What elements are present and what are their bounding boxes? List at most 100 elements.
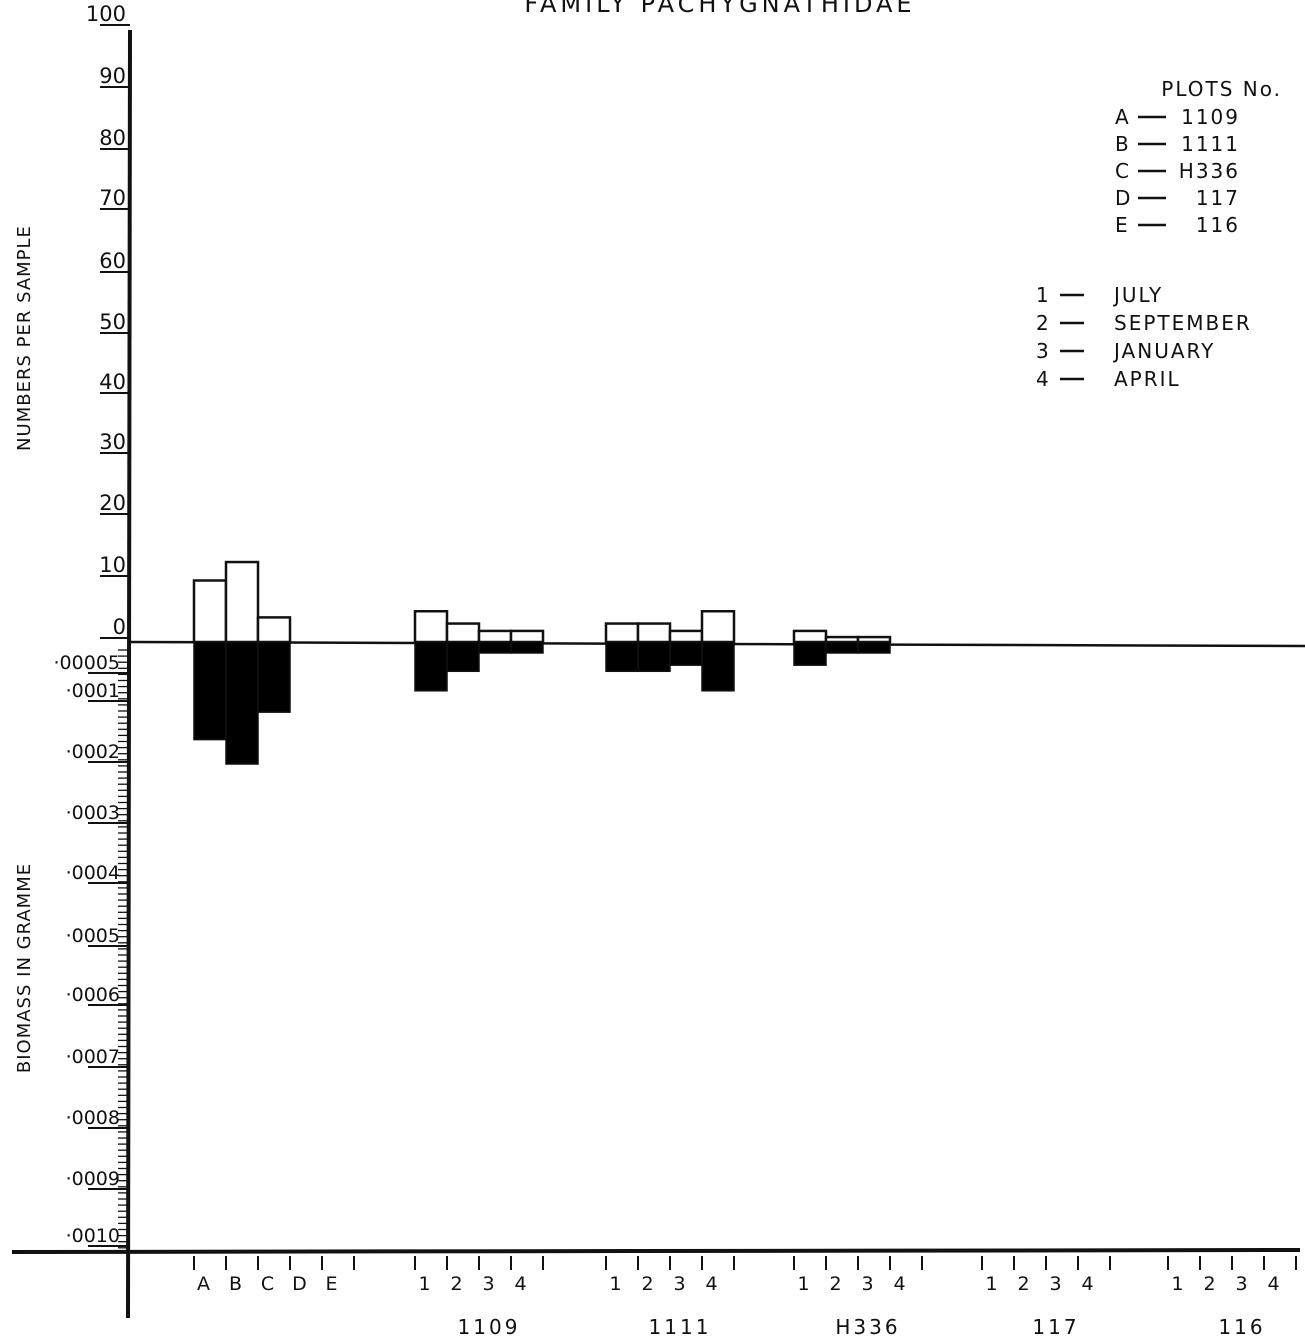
- x-tick-label: 1: [418, 1273, 431, 1295]
- biomass-tick-label: ·0007: [66, 1046, 120, 1068]
- numbers-bar-plots-C: [256, 616, 292, 644]
- biomass-tick-label: ·0002: [66, 741, 120, 763]
- biomass-tick-label: ·0003: [66, 802, 120, 824]
- legend-plot-value: H336: [1179, 159, 1240, 183]
- x-tick-label: 3: [482, 1273, 495, 1295]
- group-label: 1109: [458, 1315, 521, 1339]
- x-tick-label: 1: [797, 1273, 810, 1295]
- numbers-bar-1109-2: [445, 622, 481, 644]
- x-tick-label: 2: [450, 1273, 463, 1295]
- legend-plot-value: 116: [1196, 213, 1240, 237]
- biomass-tick-label: ·0008: [66, 1107, 120, 1129]
- biomass-bar-1111-3: [669, 641, 703, 666]
- legend-month-value: SEPTEMBER: [1114, 311, 1252, 335]
- group-label: 116: [1218, 1315, 1265, 1339]
- y-axis-label-numbers: NUMBERS PER SAMPLE: [14, 225, 35, 451]
- biomass-bar-1111-4: [701, 641, 735, 692]
- numbers-bar-1111-3: [668, 629, 704, 644]
- x-tick-label: 3: [1049, 1273, 1062, 1295]
- biomass-bar-plots-C: [257, 641, 291, 713]
- numbers-tick-label: 60: [99, 249, 126, 273]
- biomass-bar-1109-1: [414, 641, 448, 692]
- biomass-bar-H336-2: [825, 641, 859, 654]
- x-tick-label: C: [261, 1273, 275, 1295]
- x-tick-label: 4: [705, 1273, 718, 1295]
- biomass-bar-1109-2: [446, 641, 480, 673]
- biomass-tick-label: ·0005: [66, 925, 120, 947]
- biomass-tick-label: ·0010: [66, 1225, 120, 1247]
- numbers-tick-label: 70: [99, 186, 126, 210]
- numbers-tick-label: 10: [99, 553, 126, 577]
- numbers-bar-H336-1: [792, 629, 828, 644]
- x-tick-label: 3: [673, 1273, 686, 1295]
- x-tick-label: 2: [1203, 1273, 1216, 1295]
- x-tick-label: 3: [1235, 1273, 1248, 1295]
- legend-month-key: 4: [1036, 367, 1051, 391]
- group-label: H336: [835, 1315, 900, 1339]
- x-axis-line: [11, 1248, 1301, 1254]
- x-tick-label: 2: [1017, 1273, 1030, 1295]
- numbers-tick-label: 100: [86, 2, 126, 26]
- numbers-tick-label: 90: [99, 64, 126, 88]
- numbers-tick-label: 50: [99, 310, 126, 334]
- x-tick-label: 3: [861, 1273, 874, 1295]
- legend-plot-key: A: [1115, 105, 1131, 129]
- numbers-bar-1111-1: [604, 622, 640, 644]
- chart-title: FAMILY PACHYGNATHIDAE: [524, 0, 915, 18]
- y-axis-label-biomass: BIOMASS IN GRAMME: [14, 863, 35, 1073]
- x-tick-label: A: [197, 1273, 211, 1295]
- biomass-tick-label: ·0004: [66, 862, 120, 884]
- x-tick-label: D: [292, 1273, 308, 1295]
- legend-plot-value: 117: [1196, 186, 1240, 210]
- biomass-bar-plots-A: [193, 641, 227, 741]
- legend-plot-key: B: [1115, 132, 1131, 156]
- x-tick-label: 1: [985, 1273, 998, 1295]
- group-label: 1111: [649, 1315, 712, 1339]
- x-tick-label: 4: [1267, 1273, 1280, 1295]
- numbers-tick-label: 0: [113, 615, 126, 639]
- biomass-tick-label: ·0001: [66, 680, 120, 702]
- x-tick-label: 4: [893, 1273, 906, 1295]
- biomass-bar-1111-2: [637, 641, 671, 673]
- biomass-tick-label: ·0006: [66, 984, 120, 1006]
- numbers-bar-1109-3: [477, 629, 513, 644]
- bars: [192, 560, 892, 765]
- biomass-bar-1109-4: [510, 641, 544, 654]
- legend-month-key: 1: [1036, 283, 1051, 307]
- legend-month-value: JANUARY: [1112, 339, 1215, 363]
- numbers-bar-1111-4: [700, 610, 736, 644]
- legend-plot-key: D: [1115, 186, 1132, 210]
- numbers-bar-plots-B: [224, 560, 260, 644]
- x-tick-label: 1: [1171, 1273, 1184, 1295]
- biomass-minor-ticks: [118, 649, 130, 1249]
- legend-month-key: 2: [1036, 311, 1051, 335]
- x-tick-label: 4: [514, 1273, 527, 1295]
- numbers-bar-1109-1: [413, 610, 449, 644]
- legend-month-key: 3: [1036, 339, 1051, 363]
- x-tick-label: 2: [641, 1273, 654, 1295]
- x-tick-label: 4: [1081, 1273, 1094, 1295]
- x-tick-label: 1: [609, 1273, 622, 1295]
- numbers-bar-1109-4: [509, 629, 545, 644]
- legend-plot-key: C: [1115, 159, 1131, 183]
- numbers-tick-label: 40: [99, 370, 126, 394]
- numbers-bar-1111-2: [636, 622, 672, 644]
- biomass-tick-label: ·0009: [66, 1168, 120, 1190]
- legend-title: PLOTS No.: [1161, 77, 1282, 101]
- biomass-bar-H336-3: [857, 641, 891, 654]
- x-tick-label: B: [229, 1273, 243, 1295]
- biomass-bar-1111-1: [605, 641, 639, 673]
- y-ticks: 1009080706050403020100·00005·0001·0002·0…: [54, 2, 130, 1247]
- biomass-bar-1109-3: [478, 641, 512, 654]
- x-tick-label: 2: [829, 1273, 842, 1295]
- numbers-tick-label: 20: [99, 491, 126, 515]
- x-tick-label: E: [325, 1273, 338, 1295]
- legend-plot-key: E: [1115, 213, 1130, 237]
- legend-month-value: JULY: [1112, 283, 1163, 307]
- legend-month-value: APRIL: [1114, 367, 1181, 391]
- legend-plot-value: 1111: [1181, 132, 1240, 156]
- numbers-tick-label: 80: [99, 126, 126, 150]
- group-label: 117: [1032, 1315, 1079, 1339]
